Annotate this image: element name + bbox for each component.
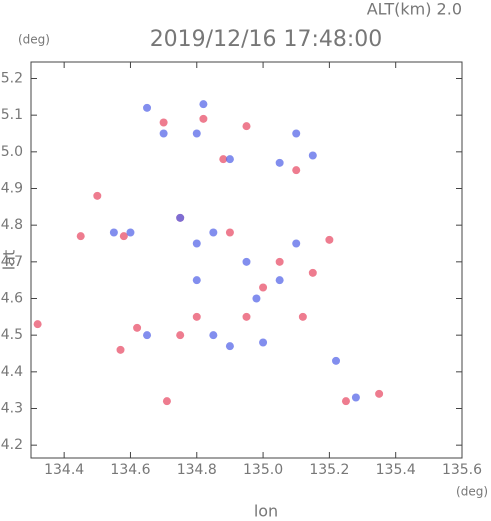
echo-point: [209, 331, 218, 340]
echo-point: [133, 323, 142, 332]
echo-point: [199, 114, 208, 123]
echo-point: [219, 155, 228, 164]
echo-point: [259, 283, 268, 292]
echo-point: [259, 338, 268, 347]
x-tick-label: 135.6: [442, 462, 482, 478]
echo-point: [176, 213, 185, 222]
echo-point: [242, 312, 251, 321]
y-tick-label: 35.2: [0, 71, 23, 87]
echo-point: [292, 166, 301, 175]
echo-point: [225, 155, 234, 164]
echo-point: [143, 103, 152, 112]
echo-point: [341, 397, 350, 406]
echo-point: [159, 118, 168, 127]
echo-point: [176, 331, 185, 340]
echo-point: [308, 151, 317, 160]
y-tick-label: 34.2: [0, 437, 23, 453]
echo-point: [375, 389, 384, 398]
x-tick-label: 135.0: [243, 462, 283, 478]
chart-title: 2019/12/16 17:48:00: [150, 27, 383, 52]
echo-point: [332, 356, 341, 365]
altitude-label: ALT(km) 2.0: [367, 0, 462, 19]
echo-point: [33, 320, 42, 329]
echo-point: [325, 235, 334, 244]
echo-point: [192, 276, 201, 285]
echo-point: [298, 312, 307, 321]
echo-point: [275, 257, 284, 266]
echo-point: [192, 312, 201, 321]
y-tick-label: 34.6: [0, 291, 23, 307]
echo-point: [116, 345, 125, 354]
y-tick-label: 34.7: [0, 254, 23, 270]
x-tick-label: 135.4: [376, 462, 416, 478]
echo-point: [225, 228, 234, 237]
echo-point: [252, 294, 261, 303]
echo-point: [199, 100, 208, 109]
y-unit: (deg): [18, 33, 50, 47]
echo-point: [275, 276, 284, 285]
echo-point: [126, 228, 135, 237]
echo-point: [225, 342, 234, 351]
y-tick-label: 34.9: [0, 181, 23, 197]
x-tick-label: 134.8: [177, 462, 217, 478]
y-tick-label: 34.4: [0, 364, 23, 380]
echo-point: [292, 239, 301, 248]
echo-point: [143, 331, 152, 340]
x-tick-label: 135.2: [309, 462, 349, 478]
x-unit: (deg): [456, 485, 488, 499]
echo-point: [242, 122, 251, 131]
x-axis-label: lon: [254, 502, 278, 521]
echo-point: [109, 228, 118, 237]
echo-point: [275, 158, 284, 167]
echo-point: [292, 129, 301, 138]
echo-point: [119, 232, 128, 241]
echo-point: [192, 129, 201, 138]
echo-point: [76, 232, 85, 241]
echo-point: [351, 393, 360, 402]
y-tick-label: 35.1: [0, 107, 23, 123]
plot-frame: [30, 61, 463, 459]
x-tick-label: 134.6: [110, 462, 150, 478]
y-tick-label: 34.3: [0, 401, 23, 417]
echo-point: [308, 268, 317, 277]
echo-point: [93, 191, 102, 200]
echo-point: [159, 129, 168, 138]
echo-point: [209, 228, 218, 237]
y-tick-label: 34.8: [0, 217, 23, 233]
echo-point: [242, 257, 251, 266]
x-tick-label: 134.4: [44, 462, 84, 478]
y-axis-label: lat: [0, 250, 19, 271]
echo-point: [192, 239, 201, 248]
y-tick-label: 34.5: [0, 327, 23, 343]
echo-point: [162, 397, 171, 406]
y-tick-label: 35.0: [0, 144, 23, 160]
